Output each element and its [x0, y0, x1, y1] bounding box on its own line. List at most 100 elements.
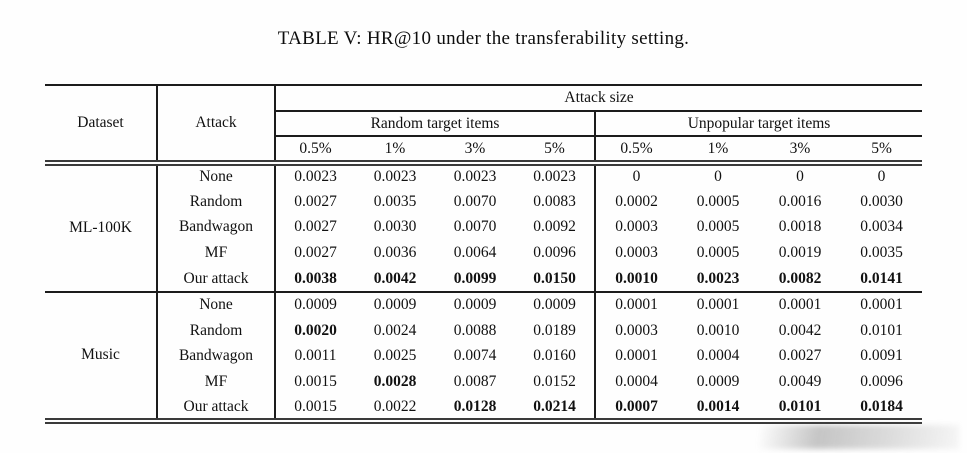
value-cell: 0.0087 — [453, 373, 497, 391]
size-header: 1% — [355, 136, 435, 166]
value-cell: 0.0023 — [453, 168, 497, 186]
col-header-random-target-items: Random target items — [275, 111, 595, 137]
value-cell: 0.0064 — [453, 244, 497, 262]
value-cell: 0.0096 — [533, 244, 576, 262]
value-cell: 0.0023 — [696, 269, 740, 287]
col-header-unpopular-target-items: Unpopular target items — [593, 111, 923, 137]
value-cell: 0.0007 — [594, 395, 677, 421]
table-row: Bandwagon 0.0027 0.0030 0.0070 0.0092 0.0003 0… — [45, 214, 922, 241]
value-cell: 0.0010 — [696, 321, 740, 339]
value-cell: 0 — [594, 163, 677, 189]
table-row: Bandwagon 0.0011 0.0025 0.0074 0.0160 0.0001 0… — [45, 343, 922, 370]
value-cell: 0 — [796, 168, 804, 186]
value-cell: 0.0004 — [696, 347, 740, 365]
value-cell: 0.0074 — [453, 347, 497, 365]
value-cell: 0.0023 — [294, 168, 337, 186]
value-cell: 0.0016 — [778, 192, 822, 210]
value-cell: 0.0024 — [373, 321, 417, 339]
value-cell: 0.0027 — [294, 192, 337, 210]
value-cell: 0.0036 — [373, 244, 417, 262]
value-cell: 0.0028 — [373, 373, 417, 391]
table-header: Dataset Attack Attack size Random target… — [45, 85, 923, 166]
value-cell: 0.0004 — [594, 369, 677, 396]
value-cell: 0.0014 — [696, 397, 740, 415]
value-cell: 0.0070 — [453, 218, 497, 236]
value-cell: 0.0152 — [533, 373, 576, 391]
attack-label: Our attack — [157, 266, 276, 292]
value-cell: 0.0038 — [294, 269, 337, 287]
attack-label: Random — [157, 317, 276, 344]
value-cell: 0.0023 — [373, 168, 417, 186]
value-cell: 0.0025 — [373, 347, 417, 365]
attack-label: None — [157, 290, 276, 318]
value-cell: 0.0042 — [373, 269, 417, 287]
value-cell: 0.0009 — [696, 373, 740, 391]
value-cell: 0.0030 — [373, 218, 417, 236]
value-cell: 0.0082 — [778, 269, 822, 287]
size-header: 3% — [759, 136, 841, 166]
table-row: Random 0.0027 0.0035 0.0070 0.0083 0.0002 0.00… — [45, 188, 922, 215]
value-cell: 0.0009 — [355, 290, 435, 318]
table-row: Music None 0.0009 0.0009 0.0009 0.0009 0.0001 0… — [45, 290, 923, 421]
size-header: 0.5% — [594, 136, 677, 166]
size-header: 5% — [841, 136, 923, 166]
col-header-attack: Attack — [157, 85, 276, 166]
attack-label: MF — [157, 369, 276, 396]
results-table: Dataset Attack Attack size Random target… — [45, 84, 923, 424]
value-cell: 0.0189 — [533, 321, 576, 339]
header-row-sizes: 0.5% 1% 3% 5% 0.5% 1% 3% 5% — [45, 136, 923, 166]
header-row-2: Random target items Unpopular target ite… — [45, 111, 923, 137]
value-cell: 0.0002 — [594, 188, 677, 215]
table-row: Our attack 0.0015 0.0022 0.0128 0.0214 0.0007… — [45, 395, 922, 421]
table-caption: TABLE V: HR@10 under the transferability… — [277, 28, 690, 49]
value-cell: 0.0214 — [533, 397, 576, 415]
table-row: Our attack 0.0038 0.0042 0.0099 0.0150 0.0010… — [45, 266, 922, 292]
value-cell: 0.0088 — [453, 321, 497, 339]
value-cell: 0.0184 — [860, 397, 903, 415]
attack-label: None — [157, 163, 276, 189]
value-cell: 0.0020 — [294, 321, 337, 339]
value-cell: 0.0001 — [841, 290, 923, 318]
table-row: Random 0.0020 0.0024 0.0088 0.0189 0.0003 0.00… — [45, 317, 922, 344]
size-header: 3% — [435, 136, 515, 166]
value-cell: 0.0009 — [515, 290, 595, 318]
value-cell: 0.0096 — [860, 373, 903, 391]
value-cell: 0.0027 — [778, 347, 822, 365]
value-cell: 0.0150 — [533, 269, 576, 287]
size-header: 0.5% — [275, 136, 355, 166]
value-cell: 0.0015 — [294, 397, 337, 415]
size-header: 5% — [515, 136, 595, 166]
value-cell: 0.0003 — [594, 214, 677, 241]
attack-label: Bandwagon — [157, 343, 276, 370]
value-cell: 0.0160 — [533, 347, 576, 365]
attack-label: Bandwagon — [157, 214, 276, 241]
attack-label: Random — [157, 188, 276, 215]
value-cell: 0.0019 — [778, 244, 822, 262]
value-cell: 0 — [714, 168, 722, 186]
col-header-dataset: Dataset — [45, 85, 158, 166]
value-cell: 0.0035 — [373, 192, 417, 210]
value-cell: 0.0009 — [435, 290, 515, 318]
value-cell: 0.0009 — [275, 290, 355, 318]
value-cell: 0 — [877, 168, 886, 186]
dataset-label: Music — [45, 290, 158, 421]
value-cell: 0.0034 — [860, 218, 903, 236]
value-cell: 0.0003 — [594, 317, 677, 344]
value-cell: 0.0018 — [778, 218, 822, 236]
value-cell: 0.0005 — [696, 218, 740, 236]
col-header-attack-size: Attack size — [275, 85, 923, 112]
value-cell: 0.0003 — [594, 240, 677, 267]
value-cell: 0.0128 — [453, 397, 497, 415]
value-cell: 0.0042 — [778, 321, 822, 339]
value-cell: 0.0091 — [860, 347, 903, 365]
value-cell: 0.0083 — [533, 192, 576, 210]
value-cell: 0.0141 — [860, 269, 903, 287]
value-cell: 0.0099 — [453, 269, 497, 287]
size-header: 1% — [677, 136, 759, 166]
value-cell: 0.0015 — [294, 373, 337, 391]
value-cell: 0.0011 — [294, 347, 337, 365]
value-cell: 0.0030 — [860, 192, 903, 210]
value-cell: 0.0010 — [594, 266, 677, 292]
header-row-1: Dataset Attack Attack size — [45, 85, 923, 166]
value-cell: 0.0001 — [594, 290, 677, 318]
